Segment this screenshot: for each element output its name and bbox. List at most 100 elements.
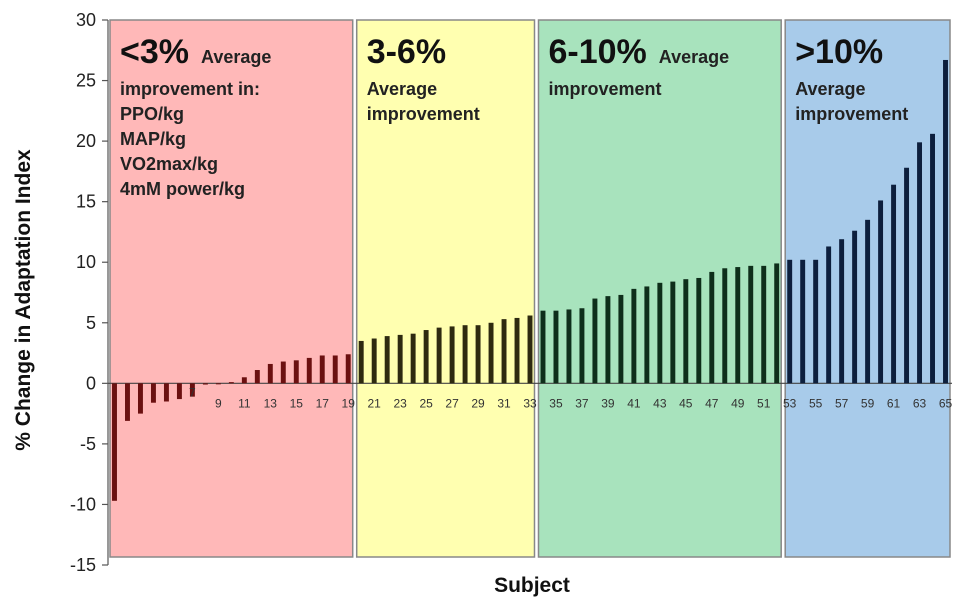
zone-4-text: Average [795, 79, 865, 99]
zone-1-text: PPO/kg [120, 104, 184, 124]
bar-subject-8 [202, 383, 208, 385]
y-axis-label: % Change in Adaptation Index [12, 149, 35, 451]
x-tick-label: 53 [783, 396, 797, 410]
x-tick-label: 11 [238, 396, 251, 410]
bar-subject-37 [579, 308, 585, 384]
zone-1-background [109, 19, 354, 558]
bar-subject-33 [527, 315, 533, 384]
bar-subject-14 [280, 361, 286, 384]
bar-subject-9 [215, 383, 221, 385]
bar-subject-43 [657, 282, 663, 384]
bar-subject-18 [332, 355, 338, 384]
bar-subject-53 [787, 259, 793, 384]
bar-subject-30 [488, 322, 494, 384]
x-tick-label: 21 [368, 396, 382, 410]
x-tick-label: 27 [445, 396, 459, 410]
x-tick-label: 17 [316, 396, 330, 410]
bar-subject-3 [137, 383, 143, 414]
zone-1-text: Average [201, 47, 271, 67]
bar-subject-41 [631, 288, 637, 384]
x-tick-label: 47 [705, 396, 719, 410]
bar-subject-55 [813, 259, 819, 384]
bar-subject-24 [410, 333, 416, 384]
bar-subject-60 [878, 200, 884, 384]
axes-layer: 30 25 20 15 10 5 0 -5 -10 -15 [70, 10, 952, 575]
zone-1-text: improvement in: [120, 79, 260, 99]
y-tick-label: 15 [76, 192, 96, 212]
x-tick-label: 55 [809, 396, 823, 410]
zone-2-text: Average [367, 79, 437, 99]
bar-subject-23 [397, 334, 403, 384]
bar-subject-6 [176, 383, 182, 400]
bar-subject-50 [748, 265, 754, 384]
y-tick-label: 5 [86, 313, 96, 333]
bar-subject-17 [319, 355, 325, 384]
zone-2-text: improvement [367, 104, 480, 124]
bar-subject-13 [267, 363, 273, 384]
bar-subject-22 [384, 336, 390, 384]
x-tick-label: 49 [731, 396, 745, 410]
zone-2-percent: 3-6% [367, 33, 446, 71]
bar-subject-54 [800, 259, 806, 384]
bar-subject-2 [125, 383, 130, 421]
x-tick-label: 35 [549, 396, 563, 410]
bar-subject-52 [774, 263, 780, 384]
zone-3-text: improvement [548, 79, 661, 99]
zone-4-text: improvement [795, 104, 908, 124]
bar-subject-21 [371, 338, 377, 384]
x-tick-label: 51 [757, 396, 771, 410]
bar-subject-65 [943, 59, 948, 384]
y-tick-label: 0 [86, 373, 96, 393]
bar-subject-26 [436, 327, 442, 384]
bar-subject-51 [761, 265, 767, 384]
zone-2-background [355, 19, 536, 558]
bar-subject-63 [917, 142, 923, 384]
bar-subject-1 [112, 383, 117, 501]
bars-layer: 9 11 13 15 17 19 21 23 25 27 29 31 33 35 37 39 41 43 45 47 4… [112, 59, 953, 501]
bar-subject-56 [826, 246, 832, 384]
x-tick-label: 31 [497, 396, 511, 410]
zone-labels-layer: <3% Average improvement in: PPO/kg MAP/kg VO2… [120, 33, 908, 199]
zone-3-text: Average [659, 47, 729, 67]
bar-subject-58 [852, 230, 858, 384]
x-tick-label: 7 [189, 385, 196, 399]
bar-subject-39 [605, 296, 611, 384]
x-tick-label: 63 [913, 396, 927, 410]
bar-subject-7 [189, 383, 195, 397]
bar-subject-64 [930, 133, 935, 384]
bar-subject-20 [358, 340, 364, 384]
y-tick-label: 20 [76, 131, 96, 151]
bar-subject-38 [592, 298, 598, 384]
x-tick-label: 65 [939, 396, 953, 410]
bar-subject-25 [423, 330, 429, 384]
bar-subject-45 [683, 279, 689, 384]
bar-subject-44 [670, 281, 676, 384]
bar-subject-62 [904, 167, 910, 384]
bar-subject-36 [566, 309, 572, 384]
bar-subject-16 [306, 357, 312, 384]
zone-1-text: VO2max/kg [120, 154, 218, 174]
bar-subject-46 [696, 277, 702, 384]
x-axis-label: Subject [494, 574, 570, 597]
zone-1-text: MAP/kg [120, 129, 186, 149]
bar-subject-11 [241, 377, 247, 384]
bar-subject-42 [644, 286, 650, 384]
y-tick-label: -15 [70, 555, 96, 575]
x-tick-label: 41 [627, 396, 641, 410]
x-tick-label: 61 [887, 396, 901, 410]
zone-3-percent: 6-10% [548, 33, 646, 71]
bar-subject-47 [709, 271, 715, 384]
x-tick-label: 13 [264, 396, 278, 410]
bar-subject-35 [553, 310, 559, 384]
x-tick-label: 59 [861, 396, 875, 410]
x-tick-label: 23 [393, 396, 407, 410]
bar-subject-5 [163, 383, 169, 402]
zone-4-percent: >10% [795, 33, 883, 71]
zones-layer [109, 19, 951, 558]
bar-subject-12 [254, 370, 260, 384]
bar-subject-4 [150, 383, 156, 403]
bar-subject-40 [618, 294, 624, 384]
x-tick-label: 43 [653, 396, 667, 410]
bar-subject-29 [475, 325, 481, 384]
bar-subject-57 [839, 239, 845, 384]
